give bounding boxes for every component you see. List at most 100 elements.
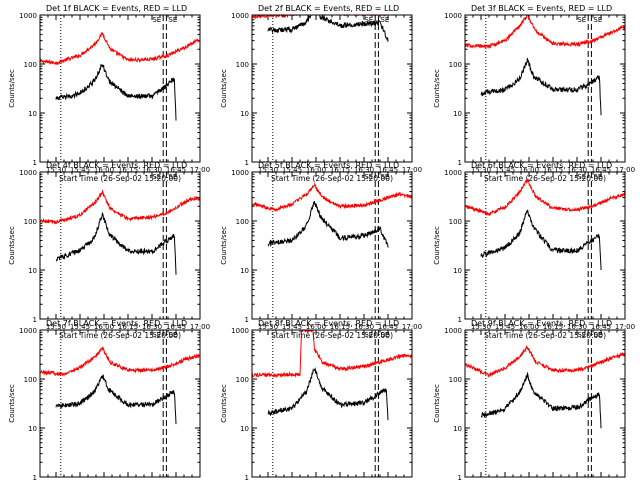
x-tick-label: 16:15: [330, 166, 350, 174]
y-tick-label: 1: [33, 474, 37, 480]
panel-title: Det 2f BLACK = Events, RED = LLD: [258, 4, 399, 13]
lld-series-line: [40, 31, 200, 66]
y-tick-label: 100: [449, 218, 462, 226]
panel-frame: [464, 14, 626, 163]
x-tick-label: 17:00: [615, 166, 635, 174]
panel-det-2: Det 2f BLACK = Events, RED = LLD 1 10 100 10…: [220, 4, 422, 183]
panel-det-4: Det 4f BLACK = Events, RED = LLD 1 10 100 10…: [8, 161, 210, 340]
x-tick-label: 16:15: [118, 166, 138, 174]
x-tick-label: 16:00: [94, 323, 114, 331]
y-tick-label: 1000: [231, 327, 249, 335]
events-series-line: [55, 374, 177, 425]
marker-label: SE: [577, 173, 586, 181]
panel-det-9: Det 9f BLACK = Events, RED = LLD 1 10 100 10…: [433, 319, 626, 480]
x-tick-label: 15:45: [282, 323, 302, 331]
x-axis-label: Start Time (26-Sep-02 15:20:00): [59, 174, 181, 183]
x-tick-label: 16:30: [354, 166, 374, 174]
y-tick-label: 100: [236, 376, 249, 384]
y-tick-label: 1: [245, 474, 249, 480]
lld-series-line: [40, 346, 200, 377]
marker-label: SE: [364, 331, 373, 339]
panel-frame: [251, 14, 413, 163]
panel-title: Det 7f BLACK = Events, RED = LLD: [46, 319, 187, 328]
y-tick-label: 1000: [231, 12, 249, 20]
y-tick-label: 100: [236, 218, 249, 226]
x-tick-label: 16:00: [306, 323, 326, 331]
x-tick-label: 15:45: [282, 166, 302, 174]
y-tick-label: 1: [458, 316, 462, 324]
panel-frame: [39, 171, 201, 320]
marker-label: SE: [577, 331, 586, 339]
y-axis-label: Counts/sec: [8, 384, 16, 423]
y-axis-label: Counts/sec: [220, 226, 228, 265]
y-tick-label: 100: [24, 376, 37, 384]
y-tick-label: 10: [453, 110, 462, 118]
x-axis-label: Start Time (26-Sep-02 15:20:00): [484, 174, 606, 183]
x-tick-label: 16:00: [519, 166, 539, 174]
x-tick-label: 16:15: [330, 323, 350, 331]
panel-det-6: Det 6f BLACK = Events, RED = LLD 1 10 100 10…: [433, 161, 635, 340]
x-tick-label: 16:30: [567, 323, 587, 331]
marker-label: SE: [577, 16, 586, 24]
y-tick-label: 1000: [19, 12, 37, 20]
events-series-line: [55, 63, 177, 121]
y-tick-label: 1: [245, 316, 249, 324]
panel-det-5: Det 5f BLACK = Events, RED = LLD 1 10 100 10…: [220, 161, 422, 340]
lld-series-line: [252, 15, 411, 20]
y-tick-label: 10: [28, 425, 37, 433]
x-tick-label: 15:30: [471, 166, 491, 174]
x-tick-label: 16:00: [519, 323, 539, 331]
x-axis-label: Start Time (26-Sep-02 15:20:00): [484, 331, 606, 340]
panel-det-8: Det 8f BLACK = Events, RED = LLD 1 10 100 10…: [220, 319, 413, 480]
x-tick-label: 16:15: [543, 166, 563, 174]
x-tick-label: 16:15: [118, 323, 138, 331]
y-tick-label: 1000: [444, 169, 462, 177]
y-tick-label: 1000: [19, 327, 37, 335]
x-tick-label: 15:30: [258, 323, 278, 331]
marker-label: SE: [593, 173, 602, 181]
events-series-line: [480, 58, 602, 116]
marker-label: SE: [364, 16, 373, 24]
panel-frame: [39, 14, 201, 163]
y-axis-label: Counts/sec: [220, 384, 228, 423]
marker-label: SE: [152, 173, 161, 181]
panel-title: Det 8f BLACK = Events, RED = LLD: [258, 319, 399, 328]
y-tick-label: 1000: [444, 327, 462, 335]
x-tick-label: 16:45: [378, 166, 398, 174]
y-tick-label: 100: [24, 218, 37, 226]
panel-frame: [39, 329, 201, 478]
lld-series-line: [252, 330, 412, 378]
y-tick-label: 10: [240, 267, 249, 275]
panel-det-7: Det 7f BLACK = Events, RED = LLD 1 10 100 10…: [8, 319, 201, 480]
x-tick-label: 15:30: [46, 323, 66, 331]
x-tick-label: 16:30: [567, 166, 587, 174]
x-tick-label: 15:45: [70, 323, 90, 331]
panel-frame: [464, 171, 626, 320]
y-tick-label: 100: [24, 61, 37, 69]
y-tick-label: 1: [33, 159, 37, 167]
y-axis-label: Counts/sec: [8, 226, 16, 265]
y-tick-label: 100: [449, 376, 462, 384]
y-tick-label: 10: [453, 425, 462, 433]
x-tick-label: 16:45: [378, 323, 398, 331]
x-axis-label: Start Time (26-Sep-02 15:20:00): [271, 174, 393, 183]
y-tick-label: 1: [33, 316, 37, 324]
x-tick-label: 16:45: [591, 166, 611, 174]
y-axis-label: Counts/sec: [433, 69, 441, 108]
panel-frame: [464, 329, 626, 478]
events-series-line: [267, 367, 389, 421]
marker-label: SE: [380, 331, 389, 339]
lld-series-line: [252, 182, 412, 213]
x-tick-label: 17:00: [402, 323, 422, 331]
y-tick-label: 1: [245, 159, 249, 167]
panel-title: Det 4f BLACK = Events, RED = LLD: [46, 161, 187, 170]
x-tick-label: 15:45: [495, 166, 515, 174]
marker-label: SE: [364, 173, 373, 181]
x-tick-label: 17:00: [402, 166, 422, 174]
x-tick-label: 15:45: [70, 166, 90, 174]
x-tick-label: 16:30: [142, 166, 162, 174]
x-tick-label: 16:45: [166, 166, 186, 174]
x-tick-label: 15:30: [471, 323, 491, 331]
